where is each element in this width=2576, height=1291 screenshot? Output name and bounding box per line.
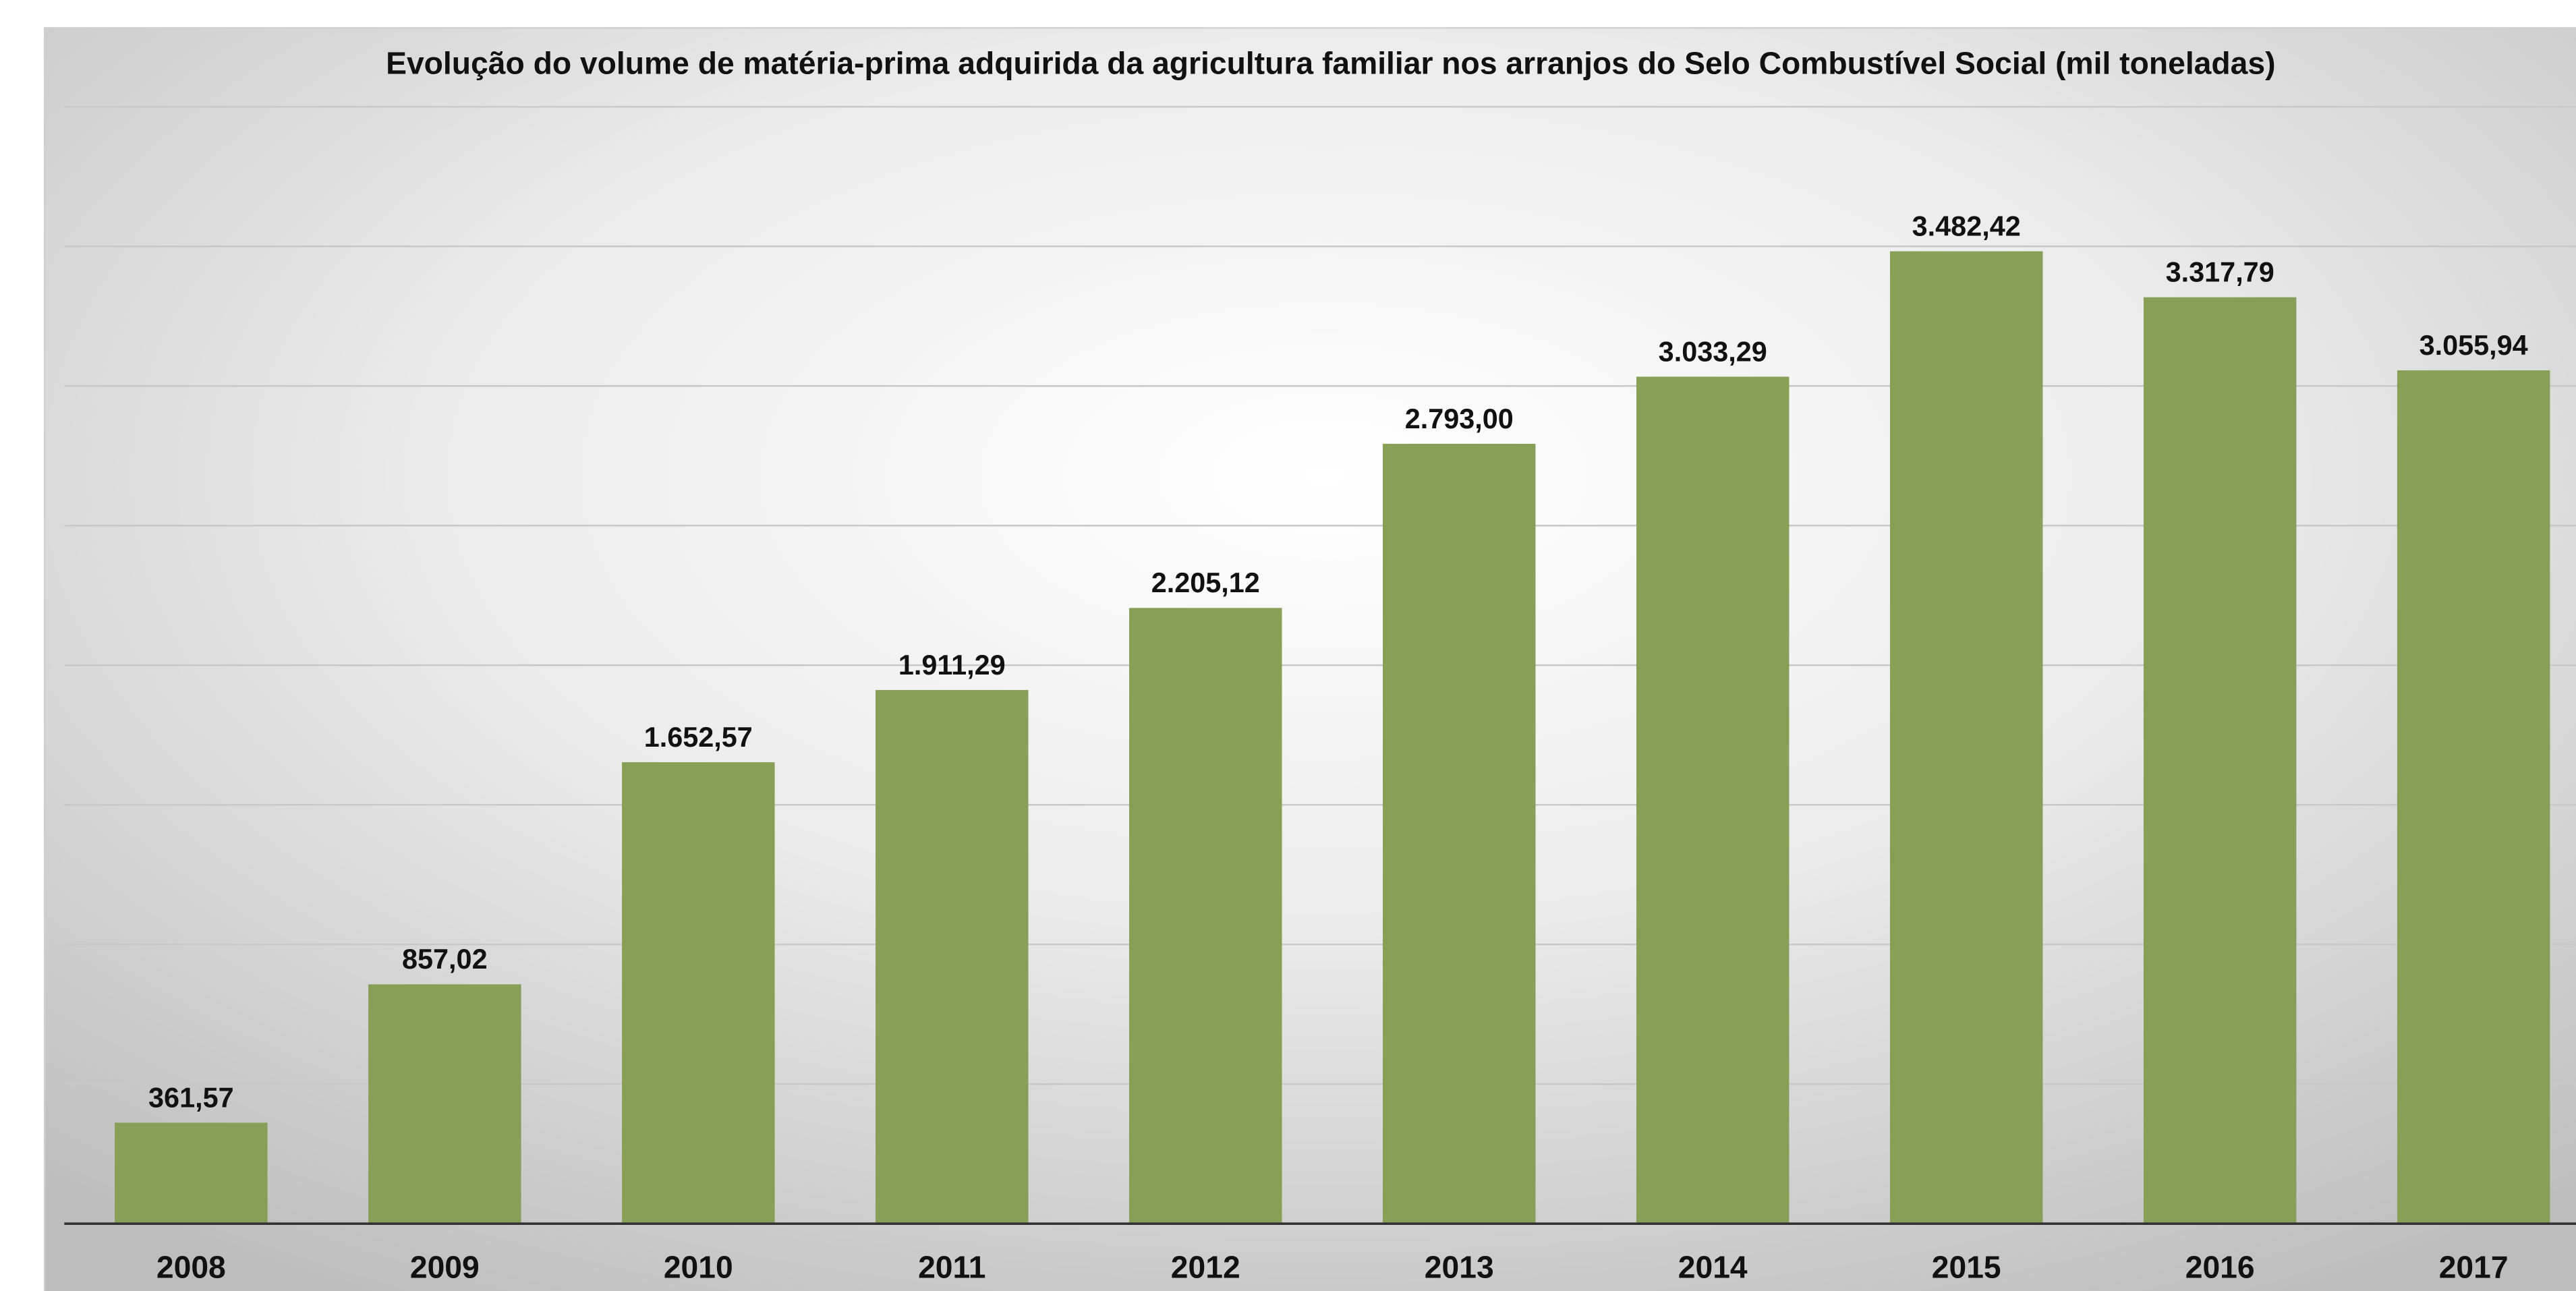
x-tick-label: 2012 xyxy=(1171,1250,1240,1285)
data-label: 3.482,42 xyxy=(1912,210,2021,241)
data-label: 3.317,79 xyxy=(2166,257,2274,288)
bar xyxy=(1636,376,1790,1224)
x-tick-label: 2014 xyxy=(1678,1250,1748,1285)
data-label: 2.205,12 xyxy=(1151,567,1260,598)
x-tick-label: 2010 xyxy=(664,1250,733,1285)
data-label: 2.793,00 xyxy=(1405,403,1514,434)
data-label: 857,02 xyxy=(402,944,488,975)
chart-title: Evolução do volume de matéria-prima adqu… xyxy=(386,46,2275,81)
bar xyxy=(115,1122,268,1224)
data-label: 3.033,29 xyxy=(1659,336,1767,367)
bar xyxy=(876,689,1029,1224)
bar xyxy=(2397,370,2550,1224)
x-tick-label: 2008 xyxy=(156,1250,226,1285)
x-tick-label: 2011 xyxy=(918,1250,985,1285)
x-tick-label: 2015 xyxy=(1932,1250,2001,1285)
data-label: 1.911,29 xyxy=(898,650,1006,681)
bar xyxy=(368,984,521,1224)
bar xyxy=(1129,608,1282,1224)
x-tick-label: 2017 xyxy=(2439,1250,2509,1285)
x-tick-label: 2009 xyxy=(410,1250,480,1285)
x-tick-label: 2016 xyxy=(2185,1250,2255,1285)
data-label: 3.055,94 xyxy=(2420,330,2528,361)
data-label: 361,57 xyxy=(148,1082,234,1113)
bar xyxy=(1889,251,2043,1224)
data-label: 1.652,57 xyxy=(644,722,753,753)
x-tick-label: 2013 xyxy=(1425,1250,1494,1285)
bar xyxy=(622,762,775,1224)
bar xyxy=(1383,443,1536,1224)
bar xyxy=(2143,297,2297,1224)
